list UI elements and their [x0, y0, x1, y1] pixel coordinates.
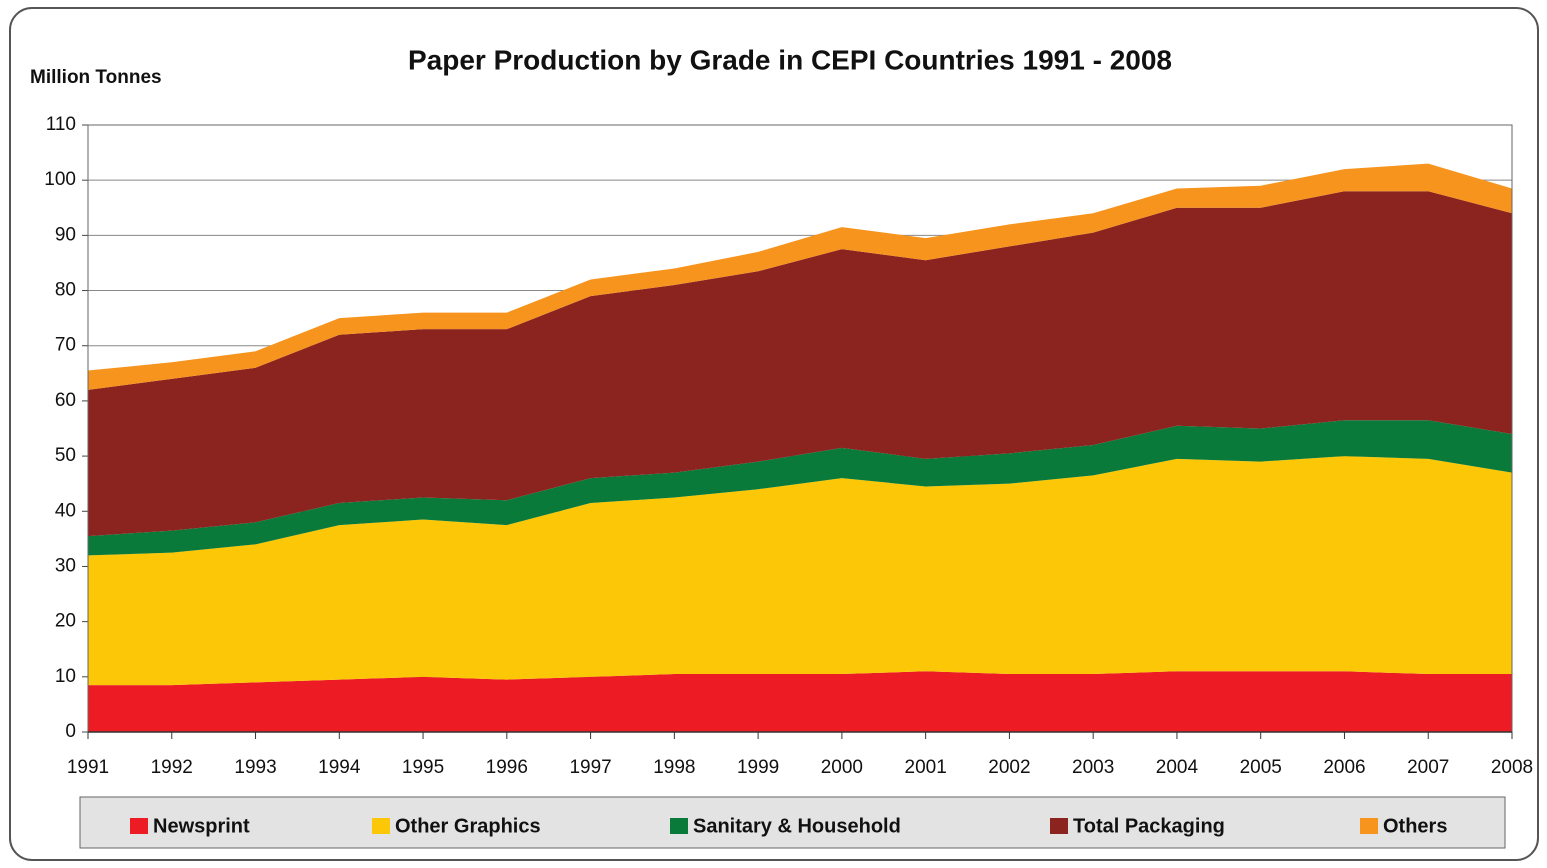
area — [88, 420, 1512, 556]
x-tick-label: 1993 — [234, 757, 276, 778]
legend-swatch — [1360, 818, 1378, 834]
legend-swatch — [670, 818, 688, 834]
x-tick-label: 1992 — [151, 757, 193, 778]
x-tick-label: 2007 — [1407, 757, 1449, 778]
y-tick-label: 30 — [55, 555, 76, 576]
x-tick-label: 1999 — [737, 757, 779, 778]
legend-swatch — [372, 818, 390, 834]
x-tick-label: 1994 — [318, 757, 361, 778]
x-tick-label: 2004 — [1156, 757, 1199, 778]
legend-label: Other Graphics — [395, 815, 541, 837]
x-tick-label: 2003 — [1072, 757, 1114, 778]
y-tick-label: 10 — [55, 666, 76, 687]
legend-box — [79, 796, 1506, 849]
legend-label: Sanitary & Household — [693, 815, 901, 837]
area — [88, 163, 1512, 390]
y-tick-label: 0 — [65, 721, 76, 742]
y-axis-label: Million Tonnes — [30, 67, 162, 88]
x-tick-label: 1991 — [67, 757, 109, 778]
x-tick-label: 2008 — [1491, 757, 1533, 778]
chart-title: Paper Production by Grade in CEPI Countr… — [408, 44, 1172, 75]
legend-label: Others — [1383, 815, 1447, 837]
area — [88, 671, 1512, 732]
x-tick-label: 2002 — [988, 757, 1030, 778]
area — [88, 191, 1512, 537]
x-tick-label: 1995 — [402, 757, 444, 778]
y-tick-label: 40 — [55, 500, 76, 521]
y-tick-label: 80 — [55, 280, 76, 301]
y-tick-label: 110 — [46, 114, 76, 135]
legend-label: Newsprint — [153, 815, 250, 837]
legend-swatch — [1050, 818, 1068, 834]
y-tick-label: 90 — [55, 224, 76, 245]
y-tick-label: 20 — [55, 611, 76, 632]
legend-label: Total Packaging — [1073, 815, 1225, 837]
x-tick-label: 1997 — [569, 757, 611, 778]
x-tick-label: 2000 — [821, 757, 863, 778]
x-tick-label: 1998 — [653, 757, 695, 778]
x-tick-label: 1996 — [486, 757, 528, 778]
area — [88, 456, 1512, 686]
x-tick-label: 2001 — [905, 757, 947, 778]
y-tick-label: 60 — [55, 390, 76, 411]
y-tick-label: 100 — [44, 169, 76, 190]
x-tick-label: 2006 — [1323, 757, 1365, 778]
legend-swatch — [130, 818, 148, 834]
y-tick-label: 50 — [55, 445, 76, 466]
y-tick-label: 70 — [55, 335, 76, 356]
x-tick-label: 2005 — [1240, 757, 1282, 778]
